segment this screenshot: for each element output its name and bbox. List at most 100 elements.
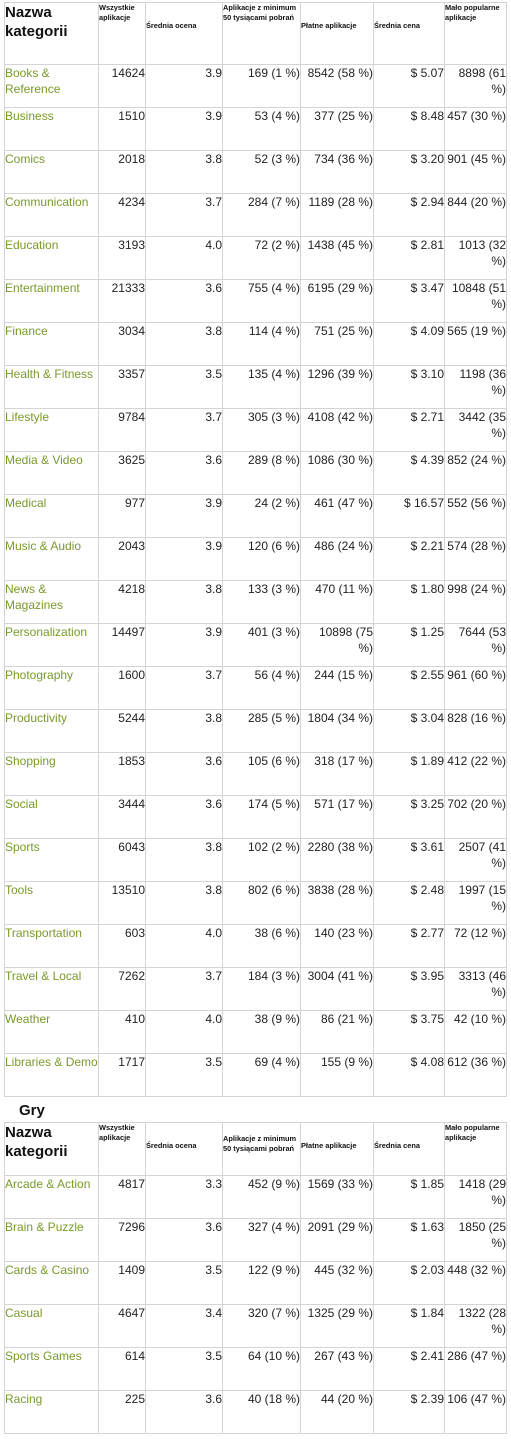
unpopular-apps-cell: 1418 (29 %) <box>444 1175 507 1219</box>
table-row: Sports Games 614 3.5 64 (10 %) 267 (43 %) $ 2… <box>4 1347 507 1391</box>
unpopular-apps-cell: 1198 (36 %) <box>444 365 507 409</box>
table-row: Books & Reference 14624 3.9 169 (1 %) 8542 (… <box>4 64 507 108</box>
all-apps-cell: 3444 <box>98 795 146 839</box>
paid-apps-cell: 445 (32 %) <box>300 1261 374 1305</box>
category-name-cell: Sports <box>4 838 99 882</box>
header-apps-50k: Aplikacje z minimum 50 tysiącami pobrań <box>222 1122 301 1176</box>
apps-50k-cell: 305 (3 %) <box>222 408 301 452</box>
table-row: Cards & Casino 1409 3.5 122 (9 %) 445 (32 %)… <box>4 1261 507 1305</box>
avg-rating-cell: 4.0 <box>145 1010 223 1054</box>
apps-50k-cell: 102 (2 %) <box>222 838 301 882</box>
header-paid-apps: Płatne aplikacje <box>300 1122 374 1176</box>
avg-price-cell: $ 3.20 <box>373 150 445 194</box>
avg-price-cell: $ 3.75 <box>373 1010 445 1054</box>
table-row: Casual 4647 3.4 320 (7 %) 1325 (29 %) $ 1.84 1… <box>4 1304 507 1348</box>
paid-apps-cell: 571 (17 %) <box>300 795 374 839</box>
unpopular-apps-cell: 7644 (53 %) <box>444 623 507 667</box>
table-row: Entertainment 21333 3.6 755 (4 %) 6195 (29 %… <box>4 279 507 323</box>
avg-price-cell: $ 2.81 <box>373 236 445 280</box>
apps-50k-cell: 53 (4 %) <box>222 107 301 151</box>
apps-50k-cell: 38 (9 %) <box>222 1010 301 1054</box>
category-name-cell: Media & Video <box>4 451 99 495</box>
category-name-cell: Entertainment <box>4 279 99 323</box>
table-header-row: Nazwa kategorii Wszystkie aplikacje Śred… <box>4 1122 507 1176</box>
category-name-cell: Travel & Local <box>4 967 99 1011</box>
unpopular-apps-cell: 412 (22 %) <box>444 752 507 796</box>
header-avg-rating: Średnia ocena <box>145 2 223 65</box>
avg-rating-cell: 4.0 <box>145 236 223 280</box>
avg-price-cell: $ 16.57 <box>373 494 445 538</box>
all-apps-cell: 4234 <box>98 193 146 237</box>
header-all-apps: Wszystkie aplikacje <box>98 1122 146 1176</box>
all-apps-cell: 5244 <box>98 709 146 753</box>
avg-price-cell: $ 2.77 <box>373 924 445 968</box>
paid-apps-cell: 8542 (58 %) <box>300 64 374 108</box>
all-apps-cell: 6043 <box>98 838 146 882</box>
category-name-cell: Transportation <box>4 924 99 968</box>
unpopular-apps-cell: 565 (19 %) <box>444 322 507 366</box>
table-row: Music & Audio 2043 3.9 120 (6 %) 486 (24 %) $… <box>4 537 507 581</box>
unpopular-apps-cell: 702 (20 %) <box>444 795 507 839</box>
avg-rating-cell: 3.6 <box>145 1218 223 1262</box>
avg-rating-cell: 3.5 <box>145 1347 223 1391</box>
avg-price-cell: $ 2.41 <box>373 1347 445 1391</box>
category-name-cell: Business <box>4 107 99 151</box>
apps-category-table: Nazwa kategorii Wszystkie aplikacje Śred… <box>4 2 507 1097</box>
table-row: Productivity 5244 3.8 285 (5 %) 1804 (34 %) $… <box>4 709 507 753</box>
table-row: Shopping 1853 3.6 105 (6 %) 318 (17 %) $ 1.89… <box>4 752 507 796</box>
avg-rating-cell: 4.0 <box>145 924 223 968</box>
avg-price-cell: $ 4.39 <box>373 451 445 495</box>
avg-price-cell: $ 2.55 <box>373 666 445 710</box>
unpopular-apps-cell: 448 (32 %) <box>444 1261 507 1305</box>
avg-rating-cell: 3.5 <box>145 1053 223 1097</box>
unpopular-apps-cell: 2507 (41 %) <box>444 838 507 882</box>
avg-rating-cell: 3.8 <box>145 838 223 882</box>
unpopular-apps-cell: 998 (24 %) <box>444 580 507 624</box>
category-name-cell: News & Magazines <box>4 580 99 624</box>
avg-rating-cell: 3.7 <box>145 408 223 452</box>
apps-50k-cell: 284 (7 %) <box>222 193 301 237</box>
avg-rating-cell: 3.8 <box>145 881 223 925</box>
unpopular-apps-cell: 3313 (46 %) <box>444 967 507 1011</box>
category-name-cell: Arcade & Action <box>4 1175 99 1219</box>
table-row: Personalization 14497 3.9 401 (3 %) 10898 (7… <box>4 623 507 667</box>
avg-price-cell: $ 1.84 <box>373 1304 445 1348</box>
table-row: Medical 977 3.9 24 (2 %) 461 (47 %) $ 16.57 55… <box>4 494 507 538</box>
category-name-cell: Lifestyle <box>4 408 99 452</box>
unpopular-apps-cell: 1850 (25 %) <box>444 1218 507 1262</box>
avg-rating-cell: 3.7 <box>145 666 223 710</box>
paid-apps-cell: 461 (47 %) <box>300 494 374 538</box>
unpopular-apps-cell: 574 (28 %) <box>444 537 507 581</box>
category-name-cell: Communication <box>4 193 99 237</box>
apps-50k-cell: 114 (4 %) <box>222 322 301 366</box>
all-apps-cell: 4817 <box>98 1175 146 1219</box>
all-apps-cell: 1853 <box>98 752 146 796</box>
paid-apps-cell: 2091 (29 %) <box>300 1218 374 1262</box>
table-row: Comics 2018 3.8 52 (3 %) 734 (36 %) $ 3.20 901… <box>4 150 507 194</box>
table-row: Weather 410 4.0 38 (9 %) 86 (21 %) $ 3.75 42 (… <box>4 1010 507 1054</box>
avg-rating-cell: 3.9 <box>145 494 223 538</box>
paid-apps-cell: 3004 (41 %) <box>300 967 374 1011</box>
unpopular-apps-cell: 901 (45 %) <box>444 150 507 194</box>
avg-rating-cell: 3.6 <box>145 1390 223 1434</box>
apps-50k-cell: 122 (9 %) <box>222 1261 301 1305</box>
table-row: Social 3444 3.6 174 (5 %) 571 (17 %) $ 3.25 70… <box>4 795 507 839</box>
apps-50k-cell: 452 (9 %) <box>222 1175 301 1219</box>
table-row: Communication 4234 3.7 284 (7 %) 1189 (28 %)… <box>4 193 507 237</box>
avg-price-cell: $ 3.10 <box>373 365 445 409</box>
avg-price-cell: $ 1.85 <box>373 1175 445 1219</box>
paid-apps-cell: 1325 (29 %) <box>300 1304 374 1348</box>
unpopular-apps-cell: 1997 (15 %) <box>444 881 507 925</box>
paid-apps-cell: 1438 (45 %) <box>300 236 374 280</box>
category-name-cell: Sports Games <box>4 1347 99 1391</box>
avg-rating-cell: 3.8 <box>145 322 223 366</box>
all-apps-cell: 3357 <box>98 365 146 409</box>
all-apps-cell: 7262 <box>98 967 146 1011</box>
category-name-cell: Finance <box>4 322 99 366</box>
avg-price-cell: $ 3.25 <box>373 795 445 839</box>
apps-50k-cell: 72 (2 %) <box>222 236 301 280</box>
avg-rating-cell: 3.4 <box>145 1304 223 1348</box>
all-apps-cell: 3625 <box>98 451 146 495</box>
table-row: Arcade & Action 4817 3.3 452 (9 %) 1569 (33 … <box>4 1175 507 1219</box>
avg-rating-cell: 3.6 <box>145 451 223 495</box>
